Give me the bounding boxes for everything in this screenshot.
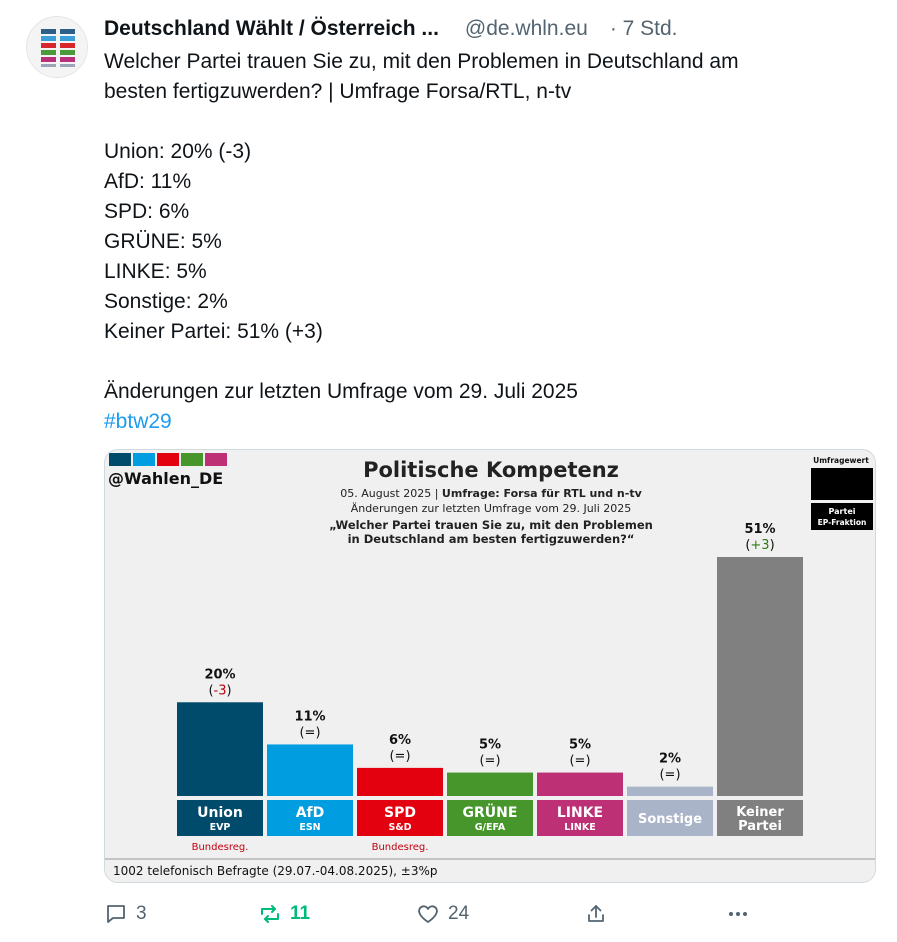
more-options-button[interactable] — [726, 896, 750, 932]
post-timestamp[interactable]: · 7 Std. — [609, 17, 678, 40]
chart-watermark: @Wahlen_DE — [108, 469, 223, 488]
repost-button[interactable]: 11 — [258, 896, 310, 932]
heart-icon — [418, 905, 438, 923]
post-image[interactable]: @Wahlen_DE Politische Kompetenz 05. Augu… — [104, 449, 876, 883]
share-icon — [588, 905, 604, 922]
post-text-line: GRÜNE: 5% — [104, 230, 222, 253]
party-label-box — [627, 800, 713, 836]
chart-subtitle: 05. August 2025 | Umfrage: Forsa für RTL… — [340, 487, 642, 500]
legend-group-label: EP-Fraktion — [818, 518, 867, 527]
share-button[interactable] — [584, 896, 608, 932]
bar-change-label: (+3) — [745, 538, 774, 553]
party-name: AfD — [296, 805, 325, 821]
post-text-line: Union: 20% (-3) — [104, 140, 252, 163]
bar-keiner — [717, 557, 803, 796]
chart-subtitle-survey: Umfrage: Forsa für RTL und n-tv — [442, 487, 643, 500]
bar-value-label: 51% — [744, 522, 775, 537]
post-text-line: LINKE: 5% — [104, 260, 207, 283]
legend-party-box — [811, 503, 873, 530]
bar-value-label: 5% — [479, 738, 501, 753]
bar-change-label: (=) — [659, 768, 680, 783]
author-name[interactable]: Deutschland Wählt / Österreich ... — [104, 17, 439, 40]
poll-chart: @Wahlen_DE Politische Kompetenz 05. Augu… — [105, 450, 875, 882]
party-name: SPD — [384, 805, 416, 821]
post-text-line: AfD: 11% — [104, 170, 192, 193]
party-name: GRÜNE — [463, 803, 518, 821]
party-name: Union — [197, 805, 243, 821]
party-group: G/EFA — [475, 822, 506, 833]
chart-question-line2: in Deutschland am besten fertigzuwerden?… — [348, 532, 635, 546]
bar-change-label: (=) — [389, 749, 410, 764]
party-label-box — [447, 800, 533, 836]
party-label-box — [267, 800, 353, 836]
post-text-line — [104, 347, 874, 377]
bar-value-label: 6% — [389, 733, 411, 748]
post-text-line: Änderungen zur letzten Umfrage vom 29. J… — [104, 380, 578, 403]
post-text-line: Keiner Partei: 51% (+3) — [104, 320, 323, 343]
bar-value-label: 20% — [204, 667, 235, 682]
bar-change-label: (=) — [299, 725, 320, 740]
post-text-line: Welcher Partei trauen Sie zu, mit den Pr… — [104, 50, 739, 73]
legend-party-label: Partei — [829, 507, 856, 516]
party-group: S&D — [388, 822, 411, 833]
legend-top-label: Umfragewert — [813, 456, 869, 465]
post-text-line: besten fertigzuwerden? | Umfrage Forsa/R… — [104, 80, 572, 103]
bar-change-label: (-3) — [208, 683, 231, 698]
party-label-box — [537, 800, 623, 836]
party-label-box — [357, 800, 443, 836]
party-note: Bundesreg. — [372, 842, 429, 853]
like-button[interactable]: 24 — [416, 896, 469, 932]
bar-change-label: (=) — [569, 754, 590, 769]
bar-value-label: 11% — [294, 709, 325, 724]
party-name-line2: Partei — [738, 819, 782, 834]
bar-spd — [357, 767, 443, 796]
chart-subtitle-date: 05. August 2025 | — [340, 487, 442, 500]
bar-union — [177, 702, 263, 796]
party-group: EVP — [210, 822, 231, 833]
more-icon — [729, 912, 747, 916]
reply-icon — [107, 905, 125, 923]
chart-title: Politische Kompetenz — [363, 458, 619, 482]
repost-count: 11 — [290, 903, 311, 924]
legend-value-box — [811, 468, 873, 500]
post-header: Deutschland Wählt / Österreich ... @de.wh… — [104, 14, 884, 44]
party-note: Bundesreg. — [192, 842, 249, 853]
post-text-line — [104, 107, 874, 137]
bar-sonstige — [627, 786, 713, 796]
post-actions: 3 11 24 — [104, 896, 864, 932]
party-label-box — [177, 800, 263, 836]
bars-layer: 20%(-3)UnionEVPBundesreg.11%(=)AfDESN6%(… — [177, 522, 803, 853]
chart-subtitle-change: Änderungen zur letzten Umfrage vom 29. J… — [351, 502, 632, 515]
post-text-line: Sonstige: 2% — [104, 290, 228, 313]
author-avatar[interactable] — [26, 16, 88, 78]
bar-afd — [267, 744, 353, 796]
chart-question-line1: „Welcher Partei trauen Sie zu, mit den P… — [329, 518, 653, 532]
post-text-line: SPD: 6% — [104, 200, 190, 223]
party-group: LINKE — [564, 822, 595, 833]
bar-grüne — [447, 772, 533, 796]
author-handle[interactable]: @de.whln.eu — [464, 17, 588, 40]
hashtag-link[interactable]: #btw29 — [104, 410, 172, 433]
party-group: ESN — [299, 822, 320, 833]
repost-icon — [261, 905, 279, 923]
post-text: Welcher Partei trauen Sie zu, mit den Pr… — [104, 47, 874, 437]
reply-count: 3 — [136, 903, 147, 924]
reply-button[interactable]: 3 — [104, 896, 147, 932]
bar-value-label: 5% — [569, 738, 591, 753]
party-name: LINKE — [557, 805, 603, 821]
party-name: Sonstige — [638, 812, 702, 827]
like-count: 24 — [448, 903, 470, 924]
chart-footer: 1002 telefonisch Befragte (29.07.-04.08.… — [113, 864, 438, 878]
bar-value-label: 2% — [659, 752, 681, 767]
party-name: Keiner — [736, 805, 784, 820]
bar-change-label: (=) — [479, 754, 500, 769]
party-label-box — [717, 800, 803, 836]
bar-linke — [537, 772, 623, 796]
